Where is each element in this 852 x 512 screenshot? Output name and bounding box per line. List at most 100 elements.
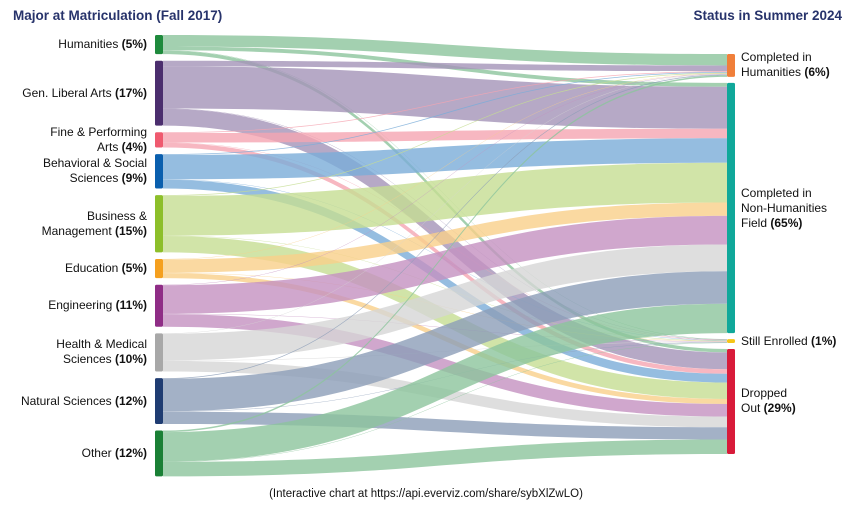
link-hms-to-ch[interactable] [163,74,727,334]
node-eng[interactable] [155,284,163,327]
link-eng-to-do[interactable] [163,314,727,417]
label-line: Dropped [741,386,852,401]
link-oth-to-do[interactable] [163,439,727,477]
label-line: Behavioral & Social [7,156,147,171]
link-bus-to-se[interactable] [163,235,727,342]
label-text: Completed in [741,50,812,65]
label-text: Behavioral & Social [42,156,147,171]
node-label-oth: Other (12%) [7,446,147,461]
link-oth-to-se[interactable] [163,342,727,462]
label-text: Dropped [741,386,788,401]
link-eng-to-ch[interactable] [163,73,727,286]
label-percent: (4%) [118,139,147,154]
node-label-do: Dropped Out (29%) [741,386,852,416]
label-text: Sciences [62,352,112,367]
label-line: Education (5%) [7,261,147,276]
link-edu-to-cnh[interactable] [163,202,727,273]
label-percent: (17%) [111,85,147,100]
node-label-eng: Engineering (11%) [7,298,147,313]
link-nat-to-ch[interactable] [163,74,727,379]
label-text: Sciences [69,171,119,186]
node-oth[interactable] [155,430,163,477]
source-column-title: Major at Matriculation (Fall 2017) [13,8,223,23]
node-label-nat: Natural Sciences (12%) [7,394,147,409]
label-percent: (15%) [111,223,147,238]
label-text: Other [81,445,112,460]
label-line: Other (12%) [7,446,147,461]
label-line: Engineering (11%) [7,298,147,313]
label-line: Humanities (5%) [7,37,147,52]
label-text: Business & [86,208,147,223]
label-percent: (5%) [118,37,147,52]
label-line: Still Enrolled (1%) [741,334,852,349]
node-label-hms: Health & Medical Sciences (10%) [7,337,147,367]
node-label-gla: Gen. Liberal Arts (17%) [7,86,147,101]
link-nat-to-cnh[interactable] [163,271,727,412]
link-bss-to-do[interactable] [163,179,727,383]
label-text: Completed in [741,185,812,200]
label-text: Humanities [58,37,119,52]
link-bus-to-ch[interactable] [163,72,727,196]
link-eng-to-cnh[interactable] [163,215,727,314]
node-fpa[interactable] [155,132,163,148]
link-oth-to-ch[interactable] [163,75,727,433]
label-text: Still Enrolled [741,333,808,348]
label-text: Natural Sciences [20,393,112,408]
link-bus-to-cnh[interactable] [163,162,727,236]
link-hms-to-cnh[interactable] [163,244,727,361]
link-hum-to-ch[interactable] [163,35,727,66]
label-line: Field (65%) [741,216,852,231]
node-gla[interactable] [155,60,163,126]
label-text: Gen. Liberal Arts [22,85,112,100]
node-hum[interactable] [155,35,163,55]
node-do[interactable] [727,348,735,454]
label-text: Field [741,215,768,230]
node-hms[interactable] [155,333,163,372]
label-percent: (11%) [112,298,147,313]
link-bus-to-do[interactable] [163,235,727,399]
label-line: Business & [7,209,147,224]
label-text: Education [64,261,119,276]
label-line: Out (29%) [741,401,852,416]
label-text: Fine & Performing [50,124,147,139]
label-percent: (1%) [807,333,837,348]
label-percent: (12%) [111,393,147,408]
link-bss-to-cnh[interactable] [163,138,727,180]
node-ch[interactable] [727,54,735,77]
node-nat[interactable] [155,378,163,424]
link-gla-to-ch[interactable] [163,60,727,72]
label-line: Management (15%) [7,224,147,239]
node-label-bss: Behavioral & Social Sciences (9%) [7,156,147,186]
node-bus[interactable] [155,195,163,253]
node-label-ch: Completed in Humanities (6%) [741,50,852,80]
node-label-cnh: Completed in Non-Humanities Field (65%) [741,186,852,231]
node-cnh[interactable] [727,82,735,334]
node-label-bus: Business & Management (15%) [7,209,147,239]
label-text: Arts [96,139,119,154]
link-bss-to-ch[interactable] [163,71,727,155]
link-oth-to-cnh[interactable] [163,303,727,462]
node-label-edu: Education (5%) [7,261,147,276]
node-label-se: Still Enrolled (1%) [741,334,852,349]
label-line: Natural Sciences (12%) [7,394,147,409]
node-se[interactable] [727,339,735,343]
label-text: Humanities [741,65,802,80]
link-edu-to-ch[interactable] [163,73,727,260]
link-fpa-to-cnh[interactable] [163,128,727,143]
node-label-fpa: Fine & Performing Arts (4%) [7,125,147,155]
label-percent: (10%) [111,352,147,367]
target-column-title: Status in Summer 2024 [693,8,842,23]
label-line: Gen. Liberal Arts (17%) [7,86,147,101]
label-text: Management [41,223,112,238]
label-line: Health & Medical [7,337,147,352]
label-percent: (5%) [118,261,147,276]
link-fpa-to-ch[interactable] [163,71,727,134]
label-text: Out [741,401,761,416]
link-gla-to-se[interactable] [163,108,727,340]
label-line: Sciences (10%) [7,352,147,367]
node-edu[interactable] [155,259,163,279]
node-bss[interactable] [155,154,163,189]
label-line: Completed in [741,186,852,201]
label-percent: (9%) [118,171,147,186]
